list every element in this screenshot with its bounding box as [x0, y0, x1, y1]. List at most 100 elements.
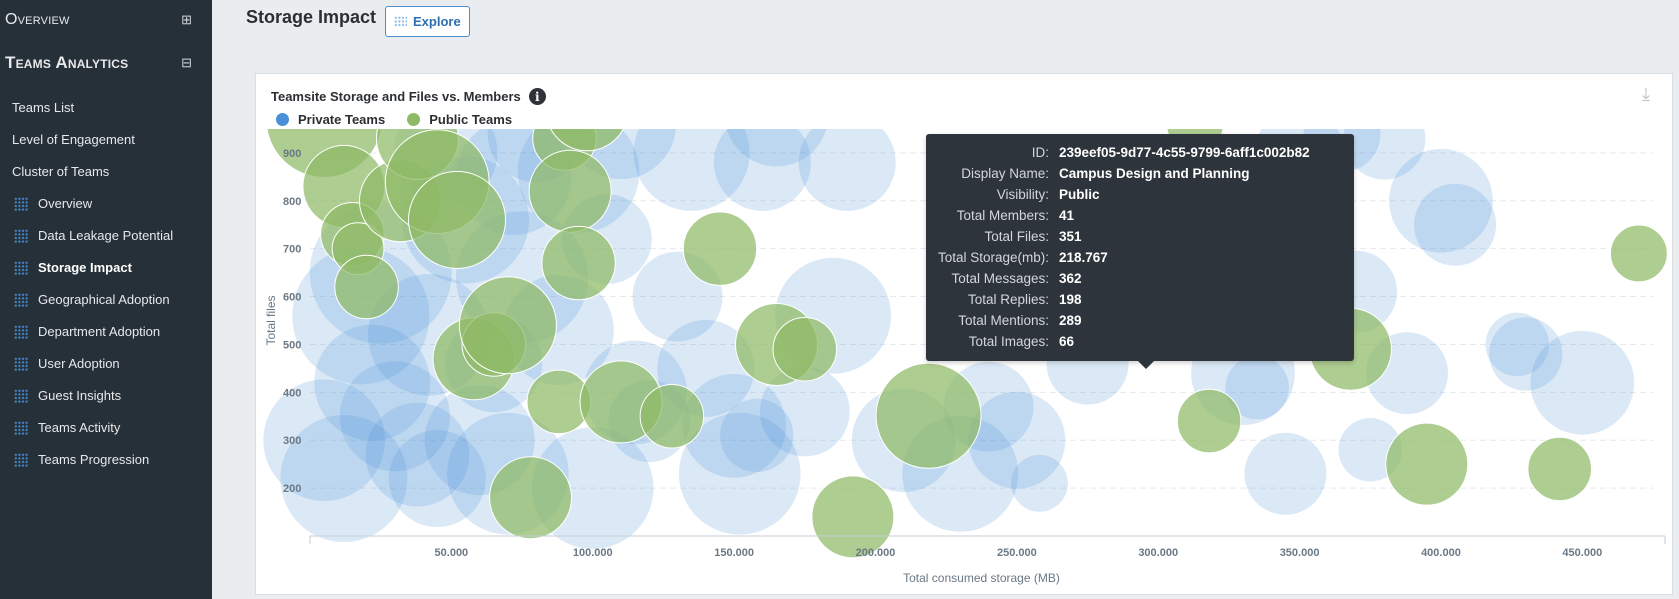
explore-button[interactable]: Explore — [385, 6, 470, 37]
sidebar-item-storage-impact[interactable]: Storage Impact — [14, 260, 132, 275]
bubble-private[interactable] — [280, 415, 408, 543]
tooltip-key: Total Mentions: — [958, 313, 1049, 328]
bubble-private[interactable] — [263, 379, 385, 502]
bubble-public[interactable] — [546, 74, 628, 152]
tooltip-key: Total Members: — [956, 208, 1049, 223]
bubble-private[interactable] — [314, 324, 431, 441]
bubble-private[interactable] — [388, 430, 486, 528]
tooltip-value: 362 — [1059, 271, 1082, 286]
tooltip-value: 66 — [1059, 334, 1075, 349]
bubble-private[interactable] — [1389, 148, 1493, 253]
tooltip-value: 218.767 — [1059, 250, 1108, 265]
bubble-public[interactable] — [811, 475, 895, 559]
bubble-private[interactable] — [1343, 98, 1426, 180]
bubble-public[interactable] — [682, 211, 758, 286]
data-tooltip: ID: 239eef05-9d77-4c55-9799-6aff1c002b82 … — [926, 134, 1354, 369]
bubble-public[interactable] — [1385, 422, 1469, 506]
bubble-private[interactable] — [798, 114, 896, 211]
sidebar-item-teams-progression[interactable]: Teams Progression — [14, 452, 149, 467]
info-icon[interactable]: i — [528, 88, 546, 105]
legend-item-private[interactable]: Private Teams — [276, 112, 385, 127]
bubble-public[interactable] — [489, 456, 573, 540]
bubble-private[interactable] — [678, 412, 801, 535]
bubble-public-highlighted[interactable] — [875, 362, 982, 469]
bubble-private[interactable] — [1011, 454, 1068, 512]
bubble-public[interactable] — [1527, 436, 1592, 502]
y-tick-label: 400 — [283, 387, 301, 399]
bubble-public[interactable] — [458, 276, 557, 375]
tooltip-row-visibility: Visibility: Public — [926, 184, 1354, 205]
bubble-public[interactable] — [528, 149, 612, 233]
chart-legend: Private Teams Public Teams — [276, 112, 534, 127]
x-tick-label: 100.000 — [573, 547, 613, 559]
bubble-public[interactable] — [541, 225, 616, 301]
tooltip-row-id: ID: 239eef05-9d77-4c55-9799-6aff1c002b82 — [926, 142, 1354, 163]
main-content: Storage Impact Explore 50.000 100.000 150.… — [212, 0, 1679, 599]
sidebar-item-user-adoption[interactable]: User Adoption — [14, 356, 120, 371]
sidebar-item-data-leakage-potential[interactable]: Data Leakage Potential — [14, 228, 173, 243]
sidebar-item-level-of-engagement[interactable]: Level of Engagement — [12, 132, 135, 147]
sidebar-item-label: Cluster of Teams — [12, 164, 110, 179]
sidebar-item-label: Teams List — [12, 100, 75, 115]
download-icon[interactable]: ⤓ — [1642, 84, 1650, 104]
bubble-private[interactable] — [1489, 317, 1563, 391]
sidebar-item-geographical-adoption[interactable]: Geographical Adoption — [14, 292, 170, 307]
sidebar-section-teams-analytics[interactable]: Teams Analytics ⊟ — [5, 53, 192, 73]
tooltip-key: ID: — [1031, 145, 1049, 160]
section-title: Overview — [5, 11, 70, 28]
chart-title-row: Teamsite Storage and Files vs. Members i — [271, 88, 546, 105]
sidebar-section-overview[interactable]: Overview ⊞ — [5, 11, 192, 29]
section-title: Teams Analytics — [5, 53, 129, 72]
expand-icon[interactable]: ⊞ — [181, 12, 192, 27]
chart-title: Teamsite Storage and Files vs. Members — [271, 89, 521, 104]
sidebar-item-department-adoption[interactable]: Department Adoption — [14, 324, 160, 339]
bubble-private[interactable] — [633, 95, 750, 211]
bubble-private[interactable] — [968, 391, 1066, 489]
tooltip-row-storage: Total Storage(mb): 218.767 — [926, 247, 1354, 268]
tooltip-value: 239eef05-9d77-4c55-9799-6aff1c002b82 — [1059, 145, 1310, 160]
bubble-public[interactable] — [408, 170, 507, 269]
sidebar-item-teams-list[interactable]: Teams List — [12, 100, 74, 115]
bubble-private[interactable] — [759, 366, 850, 457]
bubble-public[interactable] — [772, 316, 838, 382]
bubble-public[interactable] — [639, 384, 705, 449]
bubble-private[interactable] — [725, 74, 829, 167]
sidebar-item-label: Data Leakage Potential — [38, 228, 174, 243]
bubble-private[interactable] — [1244, 432, 1327, 515]
x-tick-label: 150.000 — [714, 547, 754, 559]
tooltip-row-display-name: Display Name: Campus Design and Planning — [926, 163, 1354, 184]
collapse-icon[interactable]: ⊟ — [181, 55, 192, 70]
bubble-private[interactable] — [339, 361, 450, 472]
sidebar-item-label: Overview — [38, 196, 93, 211]
bubble-private[interactable] — [365, 402, 470, 507]
bubble-private[interactable] — [1225, 355, 1289, 420]
x-tick-label: 450.000 — [1562, 547, 1602, 559]
bubble-public[interactable] — [334, 254, 399, 320]
sidebar-item-label: Guest Insights — [38, 388, 122, 403]
tooltip-key: Total Messages: — [951, 271, 1049, 286]
explore-label: Explore — [413, 14, 461, 29]
dashboard-grid-icon — [14, 196, 29, 211]
tooltip-value: Campus Design and Planning — [1059, 166, 1250, 181]
bubble-public[interactable] — [1176, 388, 1242, 454]
bubble-private[interactable] — [720, 398, 794, 473]
bubble-private[interactable] — [1530, 330, 1635, 435]
tooltip-value: 198 — [1059, 292, 1082, 307]
bubble-private[interactable] — [1414, 183, 1497, 266]
tooltip-key: Total Files: — [984, 229, 1049, 244]
bubble-private[interactable] — [682, 373, 786, 478]
bubble-public[interactable] — [1609, 224, 1668, 283]
sidebar-item-label: Level of Engagement — [12, 132, 135, 147]
sidebar-item-cluster-of-teams[interactable]: Cluster of Teams — [12, 164, 109, 179]
bubble-private[interactable] — [1485, 312, 1550, 377]
tooltip-value: 289 — [1059, 313, 1082, 328]
sidebar-item-teams-activity[interactable]: Teams Activity — [14, 420, 120, 435]
sidebar-item-overview[interactable]: Overview — [14, 196, 92, 211]
bubble-private[interactable] — [713, 114, 811, 211]
tooltip-value: 41 — [1059, 208, 1075, 223]
sidebar-item-guest-insights[interactable]: Guest Insights — [14, 388, 121, 403]
legend-marker-public — [407, 113, 421, 126]
y-tick-label: 600 — [283, 292, 301, 304]
x-tick-label: 200.000 — [856, 547, 896, 559]
legend-item-public[interactable]: Public Teams — [407, 112, 512, 127]
